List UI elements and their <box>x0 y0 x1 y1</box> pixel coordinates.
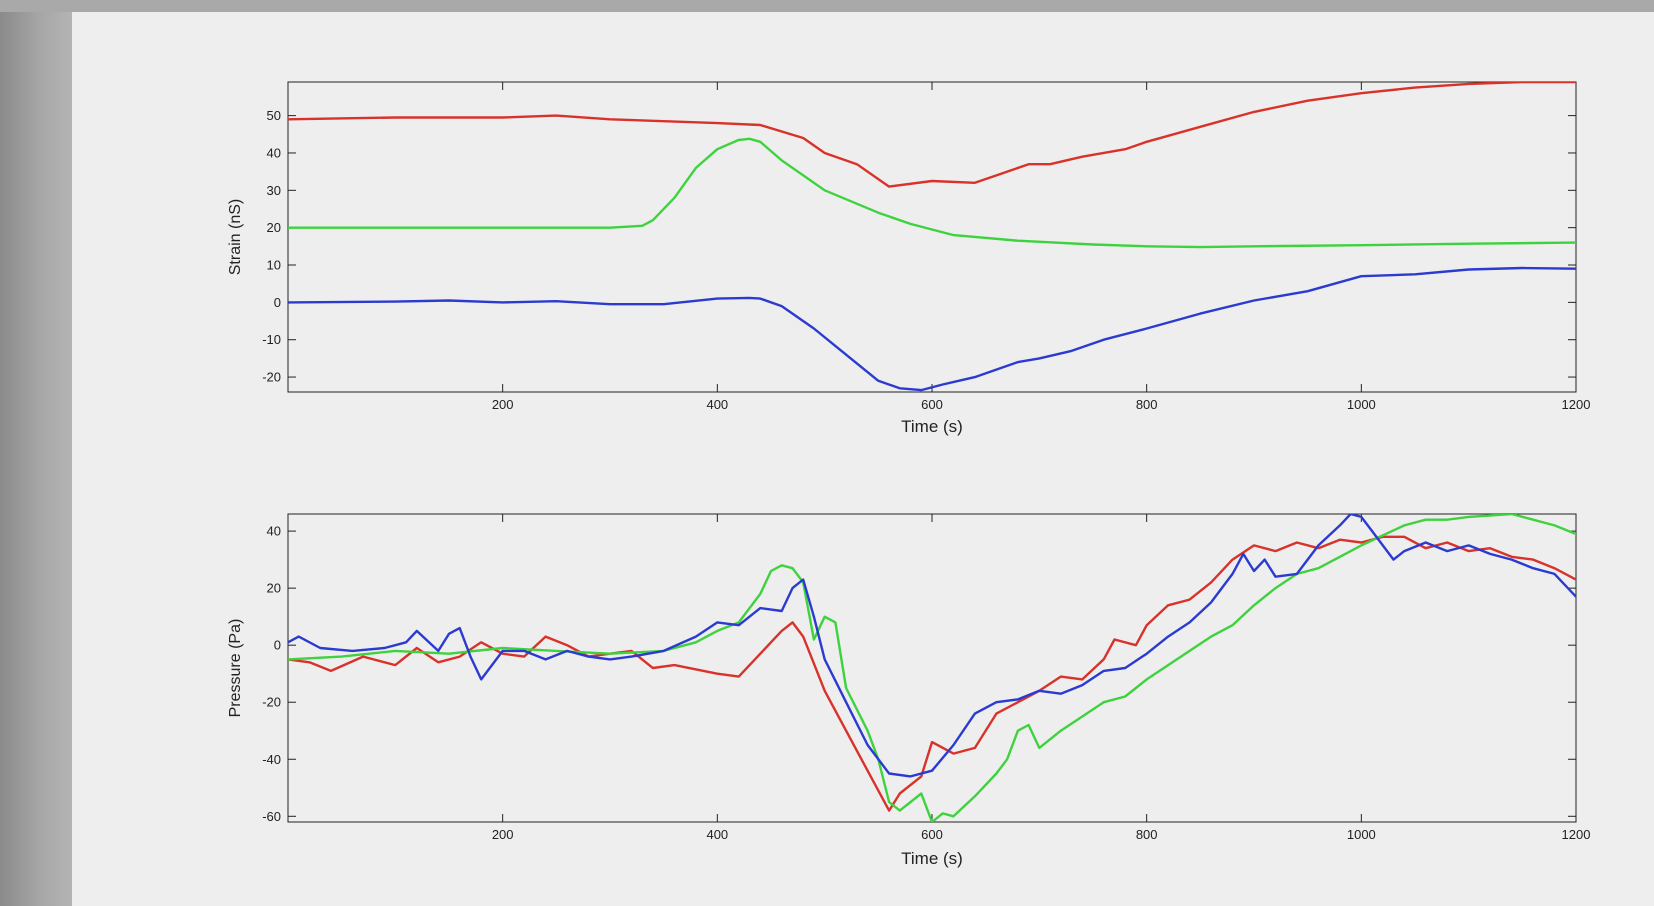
y-tick-label: 50 <box>267 108 281 123</box>
strain-chart: 200 400 600 800 1000 1200 -20 -10 0 10 20 30 40 50 Tim… <box>227 81 1591 436</box>
y-tick-label: 20 <box>267 581 281 596</box>
y-axis-label: Pressure (Pa) <box>227 619 244 718</box>
plot-frame <box>287 81 1577 393</box>
y-tick-label: 40 <box>267 145 281 160</box>
y-axis-label: Strain (nS) <box>227 199 244 275</box>
series-line-blue <box>288 514 1576 778</box>
plot-frame <box>287 513 1577 823</box>
y-tick-label: -60 <box>262 809 281 824</box>
x-tick-label: 800 <box>1136 397 1158 412</box>
background-top <box>0 0 1654 12</box>
x-axis-label: Time (s) <box>901 849 963 868</box>
y-tick-label: 40 <box>267 524 281 539</box>
y-tick-label: -40 <box>262 752 281 767</box>
x-tick-label: 200 <box>492 397 514 412</box>
y-tick-label: 20 <box>267 220 281 235</box>
x-axis-label: Time (s) <box>901 417 963 436</box>
series-line-green <box>288 137 1576 249</box>
y-tick-label: 0 <box>274 295 281 310</box>
series-line-red <box>288 82 1576 188</box>
y-tick-label: 30 <box>267 183 281 198</box>
y-tick-label: -20 <box>262 695 281 710</box>
x-tick-label: 800 <box>1136 827 1158 842</box>
y-tick-label: -10 <box>262 332 281 347</box>
x-tick-label: 400 <box>706 397 728 412</box>
x-tick-label: 400 <box>706 827 728 842</box>
series-line-green <box>288 514 1576 822</box>
pressure-chart: 200 400 600 800 1000 1200 -60 -40 -20 0 20 40 Time (… <box>227 513 1591 868</box>
x-tick-label: 1200 <box>1562 827 1591 842</box>
x-tick-label: 200 <box>492 827 514 842</box>
y-tick-label: -20 <box>262 370 281 385</box>
figure-paper <box>72 12 1654 906</box>
y-tick-label: 10 <box>267 258 281 273</box>
x-tick-label: 600 <box>921 827 943 842</box>
series-line-blue <box>288 266 1576 392</box>
y-tick-label: 0 <box>274 638 281 653</box>
x-tick-label: 1000 <box>1347 827 1376 842</box>
x-tick-label: 1000 <box>1347 397 1376 412</box>
x-tick-label: 1200 <box>1562 397 1591 412</box>
x-tick-label: 600 <box>921 397 943 412</box>
background-edge <box>0 0 72 906</box>
